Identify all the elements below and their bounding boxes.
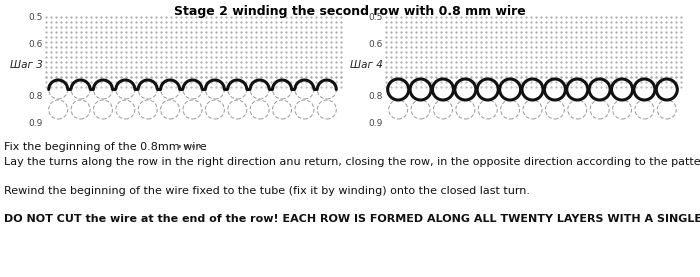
Text: Шаг 3: Шаг 3 bbox=[10, 60, 43, 70]
Text: 0.6: 0.6 bbox=[369, 40, 383, 49]
Text: DO NOT CUT the wire at the end of the row! EACH ROW IS FORMED ALONG ALL TWENTY L: DO NOT CUT the wire at the end of the ro… bbox=[4, 214, 700, 224]
Text: 0.9: 0.9 bbox=[29, 119, 43, 127]
Text: 0.6: 0.6 bbox=[29, 40, 43, 49]
Text: 0.8: 0.8 bbox=[29, 92, 43, 101]
Text: 0.5: 0.5 bbox=[29, 14, 43, 22]
Text: 0.5: 0.5 bbox=[369, 14, 383, 22]
Text: Stage 2 winding the second row with 0.8 mm wire: Stage 2 winding the second row with 0.8 … bbox=[174, 5, 526, 18]
Text: Lay the turns along the row in the right direction anu return, closing the row, : Lay the turns along the row in the right… bbox=[4, 157, 700, 167]
Text: Шаг 4: Шаг 4 bbox=[350, 60, 383, 70]
Text: 0.9: 0.9 bbox=[369, 119, 383, 127]
Text: Fix the beginning of the 0.8mm wire: Fix the beginning of the 0.8mm wire bbox=[4, 142, 206, 152]
Text: 0.8: 0.8 bbox=[369, 92, 383, 101]
Text: Rewind the beginning of the wire fixed to the tube (fix it by winding) onto the : Rewind the beginning of the wire fixed t… bbox=[4, 186, 530, 196]
